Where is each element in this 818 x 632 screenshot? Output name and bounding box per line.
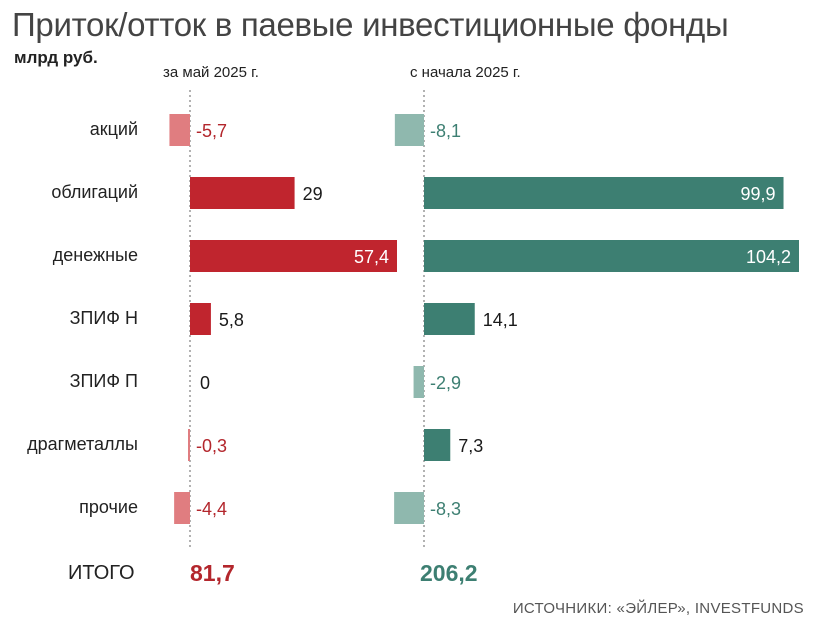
category-label: прочие <box>79 497 138 517</box>
left-panel-header: за май 2025 г. <box>163 64 259 81</box>
unit-label: млрд руб. <box>14 48 98 67</box>
right-bar <box>424 429 451 461</box>
left-bar <box>190 303 211 335</box>
right-value-label: 99,9 <box>740 184 775 204</box>
right-value-label: 14,1 <box>483 310 518 330</box>
category-label: денежные <box>52 245 138 265</box>
right-value-label: -8,1 <box>430 121 461 141</box>
category-label: драгметаллы <box>27 434 138 454</box>
source-note: ИСТОЧНИКИ: «ЭЙЛЕР», INVESTFUNDS <box>512 600 804 617</box>
left-value-label: 57,4 <box>354 247 389 267</box>
left-bar <box>169 114 190 146</box>
left-bar <box>190 177 295 209</box>
right-bar <box>394 114 424 146</box>
chart-title: Приток/отток в паевые инвестиционные фон… <box>12 6 729 43</box>
right-value-label: -8,3 <box>430 499 461 519</box>
right-bar <box>394 492 424 524</box>
right-bar <box>424 177 784 209</box>
right-bar <box>424 240 799 272</box>
left-value-label: 0 <box>200 373 210 393</box>
total-right-value: 206,2 <box>420 560 478 586</box>
left-value-label: -5,7 <box>196 121 227 141</box>
category-label: облигаций <box>51 182 138 202</box>
right-value-label: -2,9 <box>430 373 461 393</box>
right-value-label: 104,2 <box>746 247 791 267</box>
left-value-label: 29 <box>303 184 323 204</box>
category-label: акций <box>89 119 138 139</box>
left-bar <box>174 492 190 524</box>
right-bar <box>413 366 424 398</box>
left-value-label: -4,4 <box>196 499 227 519</box>
right-value-label: 7,3 <box>458 436 483 456</box>
right-panel-header: с начала 2025 г. <box>410 64 521 81</box>
category-label: ЗПИФ П <box>69 371 138 391</box>
category-label: ЗПИФ Н <box>69 308 138 328</box>
total-label: ИТОГО <box>68 562 135 584</box>
left-bar <box>190 240 397 272</box>
left-value-label: -0,3 <box>196 436 227 456</box>
total-left-value: 81,7 <box>190 560 235 586</box>
left-value-label: 5,8 <box>219 310 244 330</box>
right-bar <box>424 303 475 335</box>
left-bar <box>188 429 190 461</box>
